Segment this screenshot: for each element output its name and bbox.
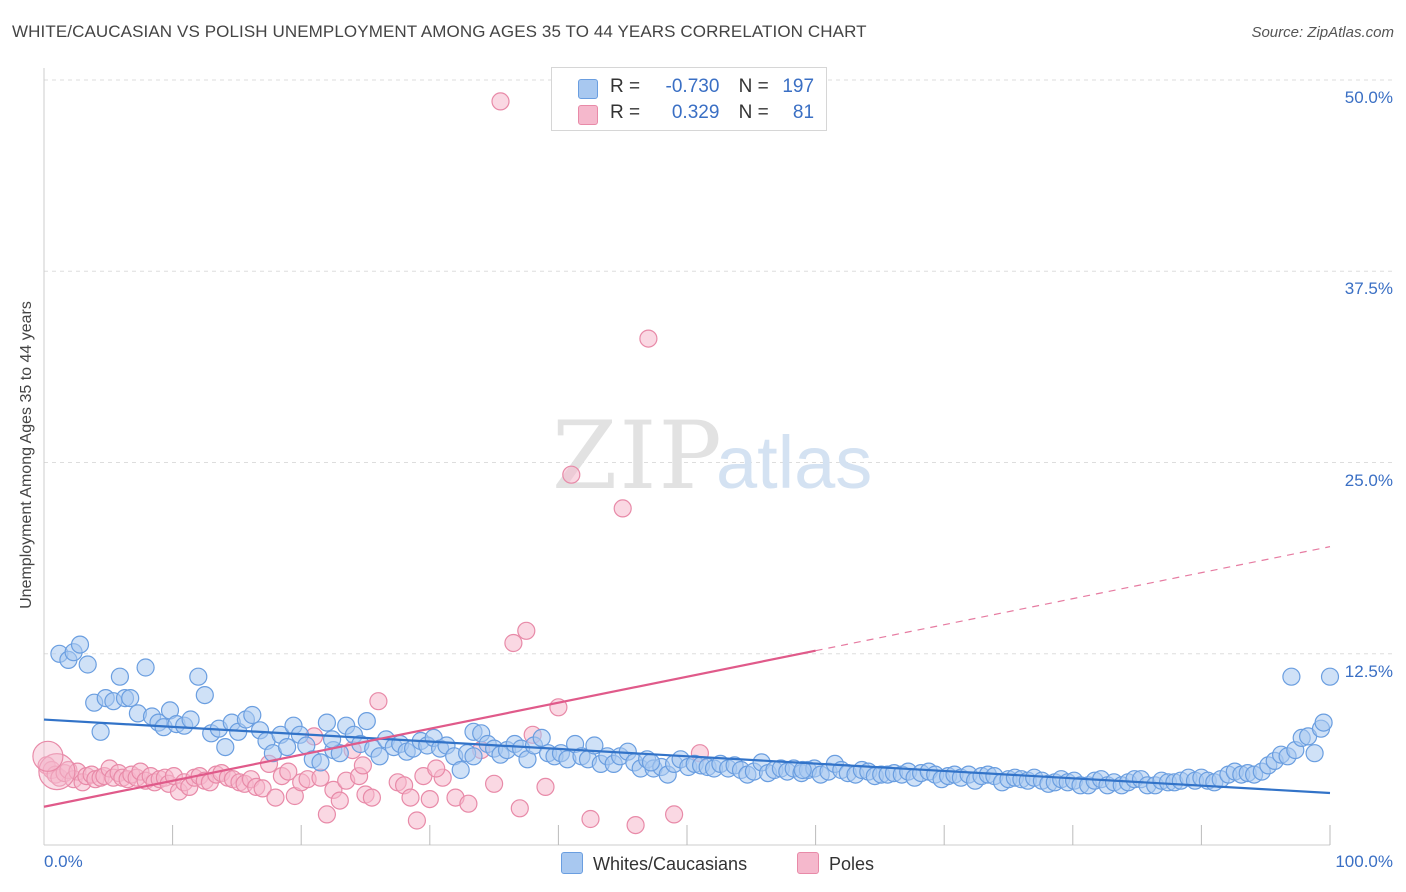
poles-point (253, 779, 272, 798)
legend-r-value-poles: 0.329 (671, 102, 720, 123)
poles-point (485, 774, 504, 793)
trend-lines (43, 546, 1331, 808)
whites-point (195, 685, 214, 705)
whites-point (793, 760, 812, 780)
legend-bottom-swatch-whites (561, 852, 583, 874)
whites-points (50, 635, 1340, 795)
legend-swatch-whites (578, 79, 598, 99)
poles-point (664, 805, 684, 824)
legend-r-value-whites: -0.730 (665, 76, 720, 97)
whites-point (1320, 667, 1340, 686)
whites-point (451, 760, 470, 780)
legend-r-label: R = (610, 102, 641, 123)
watermark-atlas: atlas (716, 421, 872, 504)
legend-n-value-whites: 197 (782, 76, 815, 97)
whites-point (370, 747, 389, 766)
poles-trend-line (43, 649, 816, 808)
whites-point (121, 688, 140, 708)
poles-point (613, 499, 632, 518)
legend-n-label: N = (738, 76, 769, 97)
watermark: ZIP atlas (552, 402, 872, 511)
poles-point (330, 791, 349, 810)
y-tick-label: 25.0% (1344, 470, 1393, 490)
poles-point (504, 633, 523, 653)
source-label: Source: ZipAtlas.com (1251, 24, 1394, 41)
y-tick-label: 50.0% (1344, 88, 1393, 107)
whites-point (641, 753, 661, 772)
whites-point (216, 737, 235, 757)
poles-point (536, 777, 555, 797)
whites-trend-line (43, 718, 1331, 795)
poles-point (562, 465, 581, 484)
poles-point (311, 768, 330, 787)
legend-n-value-poles: 81 (792, 102, 815, 123)
whites-point (1282, 667, 1301, 686)
y-tick-label: 37.5% (1344, 279, 1393, 299)
poles-point (401, 788, 420, 807)
whites-point (278, 737, 297, 757)
legend-label-poles: Poles (829, 854, 875, 874)
poles-point (639, 329, 658, 348)
whites-point (78, 655, 97, 674)
poles-point (38, 752, 76, 791)
whites-point (91, 722, 110, 741)
grid-lines (44, 79, 1395, 655)
poles-point (407, 811, 426, 830)
whites-point (181, 710, 200, 729)
whites-point (70, 635, 90, 654)
poles-point (279, 762, 298, 781)
poles-point (369, 692, 388, 711)
poles-point (517, 621, 536, 640)
whites-point (357, 711, 376, 731)
legend-item-whites[interactable]: Whites/Caucasians (561, 852, 747, 876)
whites-point (464, 747, 483, 766)
legend-swatch-poles (578, 105, 598, 125)
whites-point (317, 713, 336, 732)
whites-point (110, 667, 130, 686)
x-tick-label: 0.0% (44, 852, 83, 871)
poles-point (420, 789, 439, 809)
whites-point (1305, 744, 1324, 763)
whites-point (189, 667, 208, 686)
watermark-zip: ZIP (552, 402, 724, 511)
legend-label-whites: Whites/Caucasians (593, 854, 748, 874)
poles-point (459, 794, 478, 813)
whites-point (243, 705, 262, 725)
poles-point (427, 759, 446, 778)
legend-n-label: N = (738, 102, 769, 123)
whites-point (1314, 713, 1333, 732)
poles-point (362, 788, 381, 807)
poles-point (581, 809, 600, 829)
poles-point (491, 92, 510, 111)
y-tick-label: 12.5% (1344, 661, 1393, 681)
legend-r-label: R = (610, 76, 641, 97)
poles-point (353, 756, 372, 775)
legend-item-poles[interactable]: Poles (797, 852, 874, 876)
whites-point (330, 744, 349, 763)
correlation-legend: R = -0.730 N = 197 R = 0.329 N = 81 (551, 67, 827, 131)
whites-point (136, 658, 155, 677)
axes (43, 68, 1331, 846)
whites-point (323, 730, 342, 749)
legend-bottom-swatch-poles (797, 852, 819, 874)
poles-point (266, 788, 285, 807)
poles-point (317, 805, 336, 824)
whites-point (532, 728, 551, 748)
poles-point (510, 799, 529, 818)
poles-point (32, 740, 64, 772)
whites-point (311, 753, 330, 772)
poles-trend-line-extrapolated (815, 546, 1331, 652)
poles-point (626, 815, 645, 835)
chart-title: WHITE/CAUCASIAN VS POLISH UNEMPLOYMENT A… (12, 22, 867, 41)
x-tick-label: 100.0% (1335, 852, 1393, 871)
